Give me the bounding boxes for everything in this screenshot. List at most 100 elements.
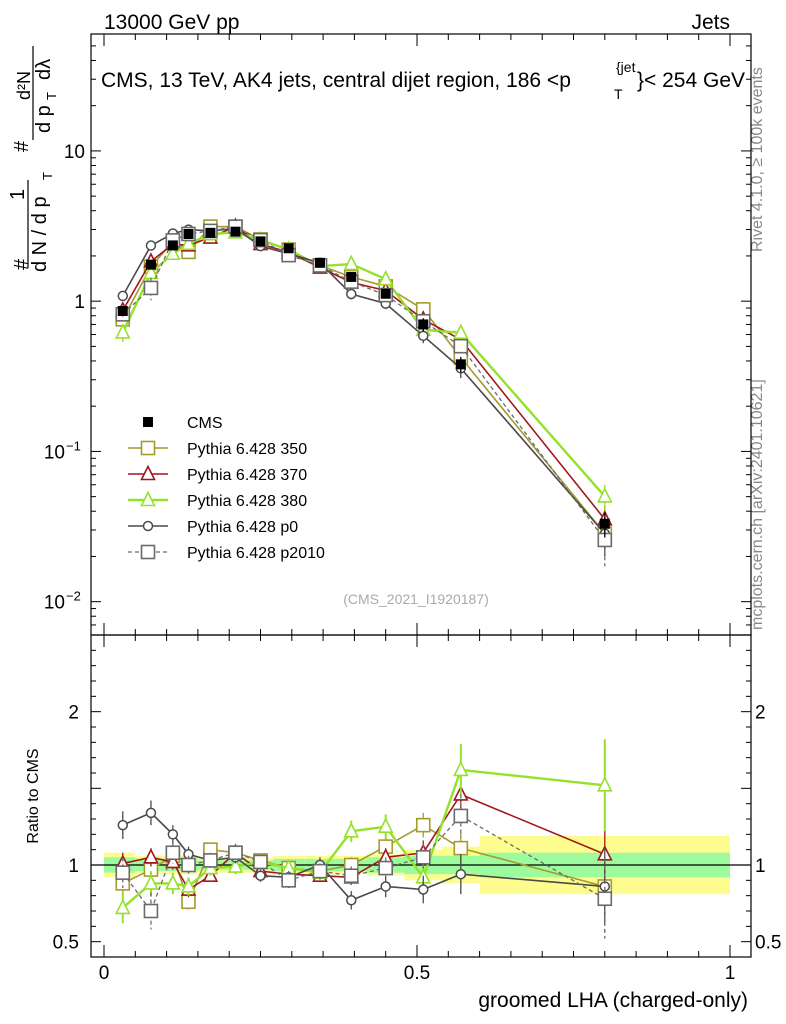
rivet-version-label: Rivet 4.1.0, ≥ 100k events bbox=[749, 67, 766, 252]
ratio-point-pythia-6-428-380-3 bbox=[180, 877, 197, 893]
legend-marker-pythia-6-428-p2010 bbox=[140, 544, 156, 560]
point-pythia-6-428-p0-11 bbox=[418, 330, 429, 342]
ratio-point-pythia-6-428-p0-6 bbox=[255, 870, 266, 881]
point-pythia-6-428-380-9 bbox=[343, 254, 360, 271]
analysis-id-watermark: (CMS_2021_I1920187) bbox=[343, 591, 489, 607]
ratio-point-pythia-6-428-p0-11 bbox=[418, 884, 429, 895]
xtick-label-2: 1 bbox=[725, 963, 736, 984]
ylabel-dp: d p bbox=[33, 105, 55, 133]
cms-point-2 bbox=[167, 240, 178, 251]
cms-point-7 bbox=[283, 243, 294, 254]
legend-item-pythia-6-428-370: Pythia 6.428 370 bbox=[128, 464, 307, 484]
main-ytick-exponent-0: −2 bbox=[66, 589, 81, 604]
ylabel-dlambda: dλ bbox=[33, 59, 55, 80]
ratio-point-pythia-6-428-p0-0 bbox=[117, 819, 129, 831]
main-ytick-label-3: 10 bbox=[64, 142, 85, 163]
point-pythia-6-428-380-2 bbox=[165, 244, 181, 261]
point-pythia-6-428-380-10 bbox=[377, 269, 394, 286]
ylabel-T-sub-1: T bbox=[40, 172, 55, 180]
cms-point-1 bbox=[145, 259, 156, 270]
x-axis-label: groomed LHA (charged-only) bbox=[478, 989, 748, 1012]
series-cms bbox=[117, 226, 610, 538]
main-ytick-label-0: 10 bbox=[44, 593, 65, 614]
ratio-point-pythia-6-428-p2010-2 bbox=[165, 845, 181, 861]
ratio-point-pythia-6-428-p0-12 bbox=[455, 868, 467, 880]
legend-label-pythia-6-428-p0: Pythia 6.428 p0 bbox=[187, 519, 298, 536]
xtick-label-0: 0 bbox=[99, 963, 110, 984]
ratio-point-pythia-6-428-p0-9 bbox=[346, 895, 357, 906]
title-prefix: CMS, 13 TeV, AK4 jets, central dijet reg… bbox=[101, 69, 571, 92]
ratio-point-pythia-6-428-350-11 bbox=[415, 817, 431, 833]
title-superscript: {jet bbox=[616, 59, 636, 75]
ratio-point-pythia-6-428-380-13 bbox=[597, 775, 613, 792]
legend-label-cms: CMS bbox=[187, 415, 223, 432]
ratio-ytick-label-right-0: 0.5 bbox=[755, 933, 781, 954]
cms-point-10 bbox=[380, 288, 391, 299]
legend-label-pythia-6-428-380: Pythia 6.428 380 bbox=[187, 493, 307, 510]
point-pythia-6-428-p0-1 bbox=[145, 240, 157, 251]
ratio-y-axis-label: Ratio to CMS bbox=[25, 748, 42, 843]
ratio-point-pythia-6-428-380-12 bbox=[453, 760, 469, 777]
ratio-point-pythia-6-428-p2010-7 bbox=[281, 873, 296, 888]
ratio-ytick-label-right-1: 1 bbox=[755, 856, 766, 877]
point-pythia-6-428-380-0 bbox=[114, 323, 131, 339]
main-panel-series bbox=[114, 217, 613, 567]
ratio-point-pythia-6-428-350-12 bbox=[453, 840, 469, 856]
legend-item-pythia-6-428-p0: Pythia 6.428 p0 bbox=[128, 519, 298, 536]
legend-item-pythia-6-428-p2010: Pythia 6.428 p2010 bbox=[128, 544, 325, 562]
legend-item-pythia-6-428-350: Pythia 6.428 350 bbox=[128, 440, 307, 458]
title-subscript: T bbox=[614, 86, 623, 102]
main-ytick-label-2: 1 bbox=[74, 292, 85, 313]
cms-point-6 bbox=[255, 236, 266, 247]
legend-marker-pythia-6-428-350 bbox=[140, 440, 156, 456]
ratio-point-pythia-6-428-p2010-11 bbox=[415, 850, 431, 865]
point-pythia-6-428-380-3 bbox=[180, 234, 197, 251]
cms-point-5 bbox=[230, 226, 241, 237]
ylabel-one: 1 bbox=[7, 189, 29, 200]
main-ytick-exponent-1: −1 bbox=[66, 438, 81, 453]
ratio-point-pythia-6-428-p2010-0 bbox=[115, 865, 131, 880]
ratio-point-pythia-6-428-p2010-4 bbox=[203, 853, 218, 868]
ratio-ytick-label-1: 1 bbox=[68, 856, 79, 877]
legend-label-pythia-6-428-p2010: Pythia 6.428 p2010 bbox=[187, 545, 325, 562]
xtick-label-1: 0.5 bbox=[404, 963, 430, 984]
ylabel-hash-2: # bbox=[11, 140, 33, 152]
point-pythia-6-428-p0-0 bbox=[117, 290, 129, 302]
legend-marker-pythia-6-428-380 bbox=[140, 490, 156, 507]
cms-point-9 bbox=[346, 271, 357, 282]
ratio-point-pythia-6-428-p2010-10 bbox=[378, 860, 394, 876]
ratio-ytick-label-0: 0.5 bbox=[53, 933, 79, 954]
point-pythia-6-428-380-12 bbox=[453, 323, 469, 340]
ratio-point-pythia-6-428-350-3 bbox=[181, 894, 196, 910]
process-label: Jets bbox=[691, 11, 730, 34]
ratio-point-pythia-6-428-380-9 bbox=[343, 821, 360, 838]
ratio-point-pythia-6-428-p2010-5 bbox=[228, 845, 243, 861]
line-pythia-6-428-p0 bbox=[122, 227, 606, 535]
ylabel-T-sub-2: T bbox=[44, 92, 59, 100]
mcplots-label: mcplots.cern.ch [arXiv:2401.10621] bbox=[749, 379, 766, 630]
series-pythia-6-428-370 bbox=[114, 217, 613, 537]
legend-item-cms: CMS bbox=[143, 415, 223, 432]
legend-marker-pythia-6-428-370 bbox=[140, 464, 156, 481]
ratio-point-pythia-6-428-p2010-12 bbox=[453, 808, 469, 824]
legend-label-pythia-6-428-370: Pythia 6.428 370 bbox=[187, 467, 307, 484]
ratio-point-pythia-6-428-p2010-3 bbox=[181, 857, 196, 873]
plot-title: CMS, 13 TeV, AK4 jets, central dijet reg… bbox=[101, 59, 745, 102]
cms-point-8 bbox=[314, 257, 325, 268]
ratio-point-pythia-6-428-380-10 bbox=[377, 817, 394, 833]
main-y-axis-label: # 1 d N / d p T # d²N d p T dλ bbox=[7, 46, 59, 272]
cms-point-4 bbox=[205, 227, 216, 238]
ratio-point-pythia-6-428-380-5 bbox=[227, 857, 244, 873]
ratio-series-pythia-6-428-p2010 bbox=[115, 794, 613, 939]
point-pythia-6-428-p2010-1 bbox=[143, 280, 159, 296]
ratio-point-pythia-6-428-380-1 bbox=[143, 874, 159, 890]
ratio-point-pythia-6-428-p2010-8 bbox=[312, 863, 328, 879]
legend-marker-cms bbox=[143, 417, 153, 427]
legend: CMS Pythia 6.428 350 Pythia 6.428 370 Pythi… bbox=[128, 415, 325, 562]
cms-point-3 bbox=[183, 228, 194, 239]
ratio-point-pythia-6-428-p2010-6 bbox=[253, 854, 268, 870]
cms-point-0 bbox=[117, 306, 128, 317]
ratio-panel-series bbox=[114, 739, 613, 939]
